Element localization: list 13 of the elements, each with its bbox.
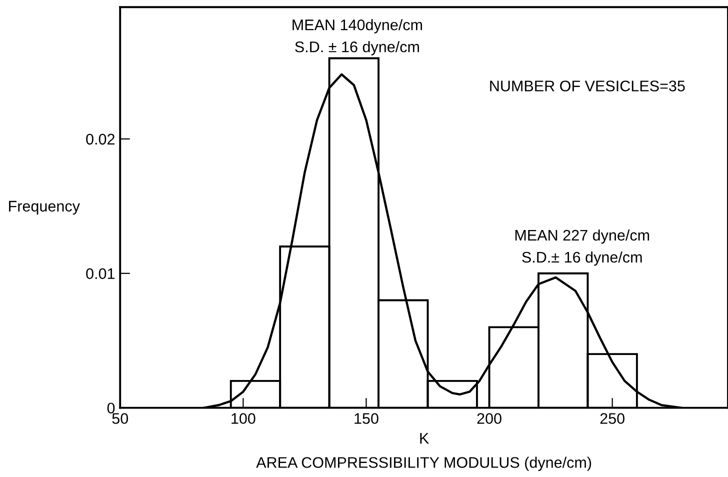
- y-axis-title: Frequency: [9, 200, 80, 215]
- x-axis-title: K AREA COMPRESSIBILITY MODULUS (dyne/cm): [256, 433, 592, 471]
- x-tick-label: 150: [354, 413, 378, 424]
- x-tick-label: 50: [112, 413, 128, 424]
- x-tick-label: 250: [600, 413, 624, 424]
- x-tick-label: 100: [232, 413, 256, 424]
- annotation: NUMBER OF VESICLES=35: [490, 80, 685, 92]
- annotation: MEAN 227 dyne/cm S.D.± 16 dyne/cm: [515, 229, 650, 266]
- y-tick-label: 0.01: [86, 268, 115, 280]
- y-tick-label: 0: [107, 402, 115, 414]
- annotation: MEAN 140dyne/cm S.D. ± 16 dyne/cm: [292, 19, 422, 56]
- x-tick-label: 200: [477, 413, 502, 424]
- y-tick-label: 0.02: [86, 134, 114, 145]
